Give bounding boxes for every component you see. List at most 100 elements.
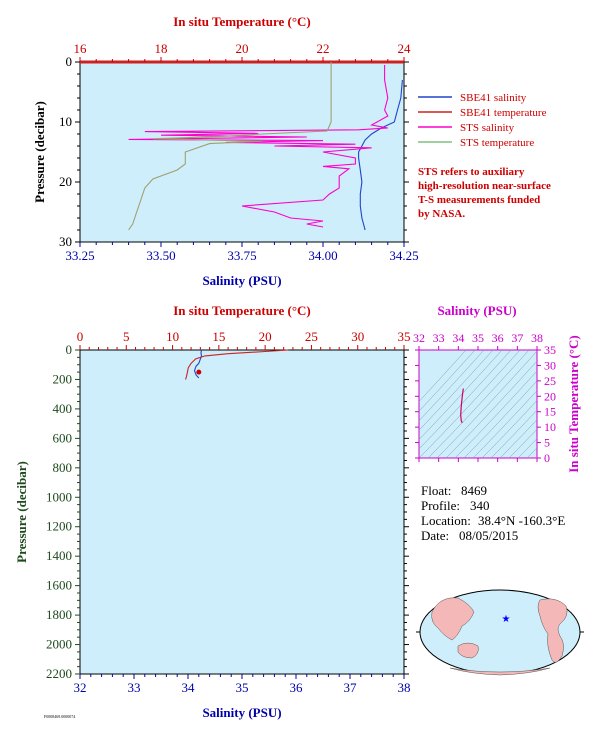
y-axis-tick-label: 200 [53,371,73,386]
ts-density-contour [463,380,537,458]
y-axis-tick-label: 600 [53,430,73,445]
ts-right-tick-label: 25 [544,374,556,388]
y-axis-tick-label: 1800 [46,607,72,622]
ts-right-tick-label: 5 [544,436,550,450]
ts-top-tick-label: 37 [511,331,523,345]
legend-label-sbe41-salinity: SBE41 salinity [460,92,527,104]
ts-right-tick-label: 30 [544,358,556,372]
upper-legend: SBE41 salinity SBE41 temperature STS sal… [418,92,547,149]
lower-ticks-group: 0 5 10 15 20 25 30 35 32 33 34 35 36 37 38 0 200 400 600 80… [46,329,411,695]
ts-top-tick-label: 35 [472,331,484,345]
date-value: 08/05/2015 [459,528,518,543]
ts-density-contour [454,370,537,458]
bottom-axis-tick-label: 34 [182,680,196,695]
ts-right-tick-label: 15 [544,405,556,419]
sts-note-line-1: STS refers to auxiliary [418,166,525,178]
upper-y-axis-title: Pressure (decibar) [32,101,47,203]
date-label: Date: [421,528,449,543]
lower-series-group [184,349,289,380]
top-axis-tick-label: 5 [123,329,130,344]
ts-top-tick-label: 33 [433,331,445,345]
top-axis-tick-label: 18 [155,41,168,56]
lower-y-axis-title: Pressure (decibar) [14,461,29,563]
upper-ticks-group: 16 18 20 22 24 33.25 33.50 33.75 34.00 34.25 0 10 20… [59,41,419,263]
legend-label-sts-temperature: STS temperature [460,137,534,149]
profile-value: 340 [470,498,490,513]
ts-density-contour [490,409,537,458]
sts-note-line-3: T-S measurements funded [418,194,540,206]
bottom-axis-tick-label: 33.50 [146,248,175,263]
map-land-antarctica [449,667,551,676]
ts-density-contour [508,428,537,458]
ts-density-contour [526,447,537,458]
ts-density-contour [481,400,537,458]
bottom-axis-tick-label: 38 [398,680,411,695]
ts-right-tick-label: 10 [544,420,556,434]
bottom-axis-tick-label: 33.75 [227,248,256,263]
top-axis-tick-label: 15 [212,329,225,344]
ts-density-contour [436,350,537,458]
legend-label-sbe41-temperature: SBE41 temperature [460,107,547,119]
y-axis-tick-label: 1000 [46,489,72,504]
legend-label-sts-salinity: STS salinity [460,122,515,134]
top-axis-tick-label: 30 [351,329,364,344]
map-land-asia [431,597,475,641]
bottom-axis-tick-label: 36 [290,680,304,695]
ts-right-tick-label: 20 [544,389,556,403]
float-value: 8469 [461,483,487,498]
ts-right-tick-label: 35 [544,343,556,357]
ts-density-contour [472,390,537,458]
bottom-axis-tick-label: 32 [74,680,87,695]
bottom-axis-tick-label: 35 [236,680,249,695]
ts-density-contour [419,350,476,412]
ts-density-contour [419,350,503,441]
footer-code: F0008469.0000074 [44,714,75,719]
ts-density-contour [445,360,537,458]
y-axis-tick-label: 20 [59,174,72,189]
top-axis-tick-label: 25 [305,329,318,344]
ts-density-contour [517,438,537,458]
y-axis-tick-label: 1400 [46,548,72,563]
ts-density-contour [419,350,494,431]
top-axis-tick-label: 20 [259,329,272,344]
bottom-axis-tick-label: 34.00 [308,248,337,263]
location-value: 38.4°N -160.3°E [478,513,565,528]
ts-top-tick-label: 36 [492,331,504,345]
top-axis-tick-label: 24 [398,41,412,56]
y-axis-tick-label: 1600 [46,578,72,593]
y-axis-tick-label: 0 [66,342,73,357]
series-sbe41-temperature [184,349,289,380]
ts-density-contour [419,350,467,402]
bottom-axis-tick-label: 33.25 [65,248,94,263]
upper-top-axis-title: In situ Temperature (°C) [173,14,311,29]
y-axis-tick-label: 10 [59,114,72,129]
top-axis-tick-label: 22 [317,41,330,56]
y-axis-tick-label: 1200 [46,519,72,534]
ts-density-contour [419,350,512,450]
ts-top-tick-label: 38 [531,331,543,345]
ts-top-tick-label: 32 [413,331,425,345]
top-axis-tick-label: 10 [166,329,179,344]
map-land-australia [457,642,479,659]
lower-chart: 0 5 10 15 20 25 30 35 32 33 34 35 36 37 38 0 200 400 600 80… [14,303,411,720]
ts-density-contour [419,350,521,458]
upper-plot-area [79,61,405,243]
ts-top-axis-title: Salinity (PSU) [437,303,516,318]
lower-bottom-axis-title: Salinity (PSU) [202,705,281,720]
ts-right-tick-label: 0 [544,451,550,465]
sts-note: STS refers to auxiliary high-resolution … [418,166,551,220]
ts-density-contour [427,350,530,458]
ts-density-contour [499,419,537,458]
lower-top-axis-title: In situ Temperature (°C) [173,303,311,318]
upper-chart: 16 18 20 22 24 33.25 33.50 33.75 34.00 34.25 0 10 20… [32,14,551,288]
y-axis-tick-label: 800 [53,460,73,475]
series-sts-salinity [128,65,389,228]
float-label: Float: [421,483,451,498]
ts-series-group [460,388,464,424]
bottom-axis-tick-label: 34.25 [389,248,418,263]
map-land-americas [537,598,568,663]
y-axis-tick-label: 400 [53,401,73,416]
sts-note-line-4: by NASA. [418,208,465,220]
